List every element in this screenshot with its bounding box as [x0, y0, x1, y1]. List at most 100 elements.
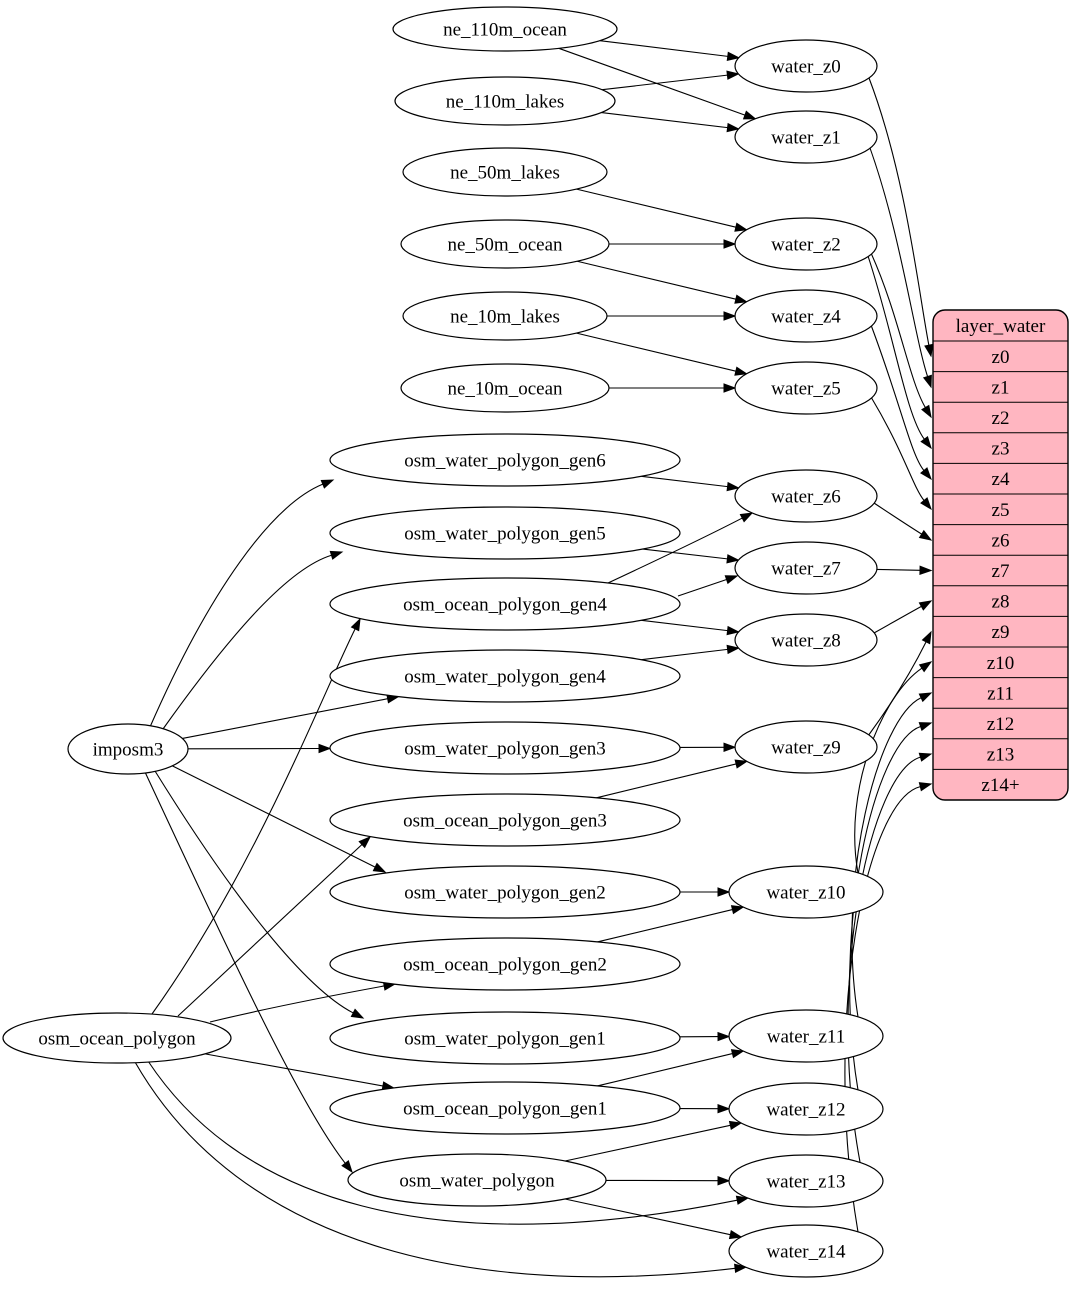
edge-osm_water_polygon_gen1-to-water_z11 [679, 1031, 731, 1042]
edge-line [564, 1198, 731, 1236]
node-osm_ocean_polygon: osm_ocean_polygon [2, 1012, 232, 1064]
arrowhead-icon [734, 759, 749, 769]
node-osm_water_polygon_gen3: osm_water_polygon_gen3 [329, 721, 681, 775]
node-water_z6: water_z6 [734, 469, 878, 523]
node-ellipse [734, 39, 878, 93]
arrowhead-icon [728, 1229, 743, 1240]
node-osm_ocean_polygon_gen4: osm_ocean_polygon_gen4 [329, 577, 681, 631]
edge-line [873, 502, 922, 535]
table-row-z10: z10 [987, 653, 1014, 674]
node-label: water_z14 [766, 1242, 846, 1263]
arrowhead-icon [717, 887, 731, 897]
edge-osm_ocean_polygon_gen1-to-water_z12 [679, 1103, 731, 1114]
node-ne_110m_lakes: ne_110m_lakes [394, 76, 616, 126]
edge-osm_water_polygon_gen2-to-water_z10 [680, 887, 731, 897]
table-row-z6: z6 [992, 530, 1010, 551]
node-label: osm_ocean_polygon_gen4 [403, 595, 607, 616]
arrowhead-icon [717, 1176, 731, 1186]
arrowhead-icon [735, 1195, 750, 1205]
edge-line [597, 909, 733, 943]
node-ellipse [347, 1153, 607, 1207]
node-ne_110m_ocean: ne_110m_ocean [392, 6, 618, 52]
node-water_z2: water_z2 [734, 217, 878, 271]
edge-osm_ocean_polygon-to-water_z13 [147, 1060, 750, 1225]
edge-imposm3-to-osm_water_polygon_gen3 [187, 743, 332, 754]
node-ellipse [728, 1224, 884, 1278]
node-water_z0: water_z0 [734, 39, 878, 93]
edge-line [601, 111, 728, 129]
table-row-z3: z3 [992, 439, 1010, 460]
edge-water_z2-to-layer_water-z2 [870, 252, 932, 419]
table-row-z4: z4 [992, 469, 1010, 490]
edge-ne_10m_lakes-to-water_z4 [607, 311, 737, 321]
edge-osm_water_polygon_gen6-to-water_z6 [641, 475, 740, 492]
arrowhead-icon [920, 467, 932, 481]
edge-line [602, 74, 728, 91]
edge-line [149, 483, 324, 728]
arrowhead-icon [726, 122, 740, 133]
edge-osm_water_polygon-to-water_z13 [605, 1176, 731, 1186]
edge-line [867, 641, 927, 737]
node-label: water_z1 [771, 128, 841, 149]
node-water_z11: water_z11 [728, 1009, 884, 1063]
arrowhead-icon [921, 630, 932, 645]
node-label: water_z4 [771, 307, 841, 328]
node-ellipse [329, 937, 681, 991]
node-water_z13: water_z13 [728, 1154, 884, 1208]
node-ellipse [728, 865, 884, 919]
node-ellipse [394, 76, 616, 126]
edge-line [154, 770, 354, 1014]
edge-water_z7-to-layer_water-z7 [876, 565, 933, 575]
edge-osm_ocean_polygon_gen4-to-water_z6 [607, 512, 754, 584]
arrowhead-icon [350, 1008, 365, 1019]
edge-osm_ocean_polygon-to-osm_ocean_polygon_gen2 [209, 981, 397, 1023]
node-water_z7: water_z7 [734, 541, 878, 595]
edge-water_z9-to-layer_water-z9 [867, 630, 932, 737]
node-ellipse [734, 110, 878, 164]
node-ne_50m_ocean: ne_50m_ocean [400, 219, 610, 269]
edge-line [182, 698, 388, 740]
node-ellipse [329, 577, 681, 631]
table-row-z8: z8 [992, 592, 1010, 613]
arrowhead-icon [918, 600, 933, 611]
edge-osm_water_polygon-to-water_z14 [564, 1198, 743, 1240]
edge-line [642, 548, 728, 560]
node-ellipse [734, 289, 878, 343]
node-osm_ocean_polygon_gen3: osm_ocean_polygon_gen3 [329, 793, 681, 847]
node-label: water_z11 [767, 1027, 845, 1048]
edge-osm_water_polygon-to-water_z12 [564, 1120, 743, 1162]
arrowhead-icon [717, 1103, 731, 1114]
edge-imposm3-to-osm_water_polygon_gen5 [162, 550, 344, 730]
edge-water_z14-to-layer_water-z14+ [844, 782, 933, 1233]
arrowhead-icon [918, 752, 933, 762]
arrowhead-icon [723, 239, 737, 249]
edge-ne_10m_lakes-to-water_z5 [576, 332, 748, 376]
edge-line [172, 765, 376, 868]
node-osm_water_polygon: osm_water_polygon [347, 1153, 607, 1207]
node-ellipse [734, 361, 878, 415]
arrowhead-icon [734, 222, 748, 232]
edge-water_z6-to-layer_water-z6 [873, 502, 933, 541]
edge-osm_water_polygon_gen4-to-water_z8 [641, 644, 740, 661]
edge-imposm3-to-osm_water_polygon_gen6 [149, 479, 335, 728]
node-ellipse [402, 147, 608, 197]
edge-line [151, 628, 356, 1015]
node-osm_water_polygon_gen5: osm_water_polygon_gen5 [329, 506, 681, 560]
node-label: osm_water_polygon [399, 1171, 555, 1192]
edge-line [599, 40, 728, 57]
arrowhead-icon [724, 575, 739, 585]
arrowhead-icon [920, 497, 932, 511]
node-label: water_z6 [771, 487, 841, 508]
edge-water_z1-to-layer_water-z1 [869, 147, 932, 389]
edge-line [677, 579, 727, 597]
node-ellipse [67, 723, 189, 775]
edge-osm_ocean_polygon-to-osm_ocean_polygon_gen3 [177, 835, 372, 1017]
node-label: water_z0 [771, 57, 841, 78]
edge-line [597, 1053, 733, 1087]
table-row-z0: z0 [992, 347, 1010, 368]
edges-layer [134, 40, 934, 1278]
node-label: ne_110m_lakes [446, 92, 565, 113]
edge-ne_110m_lakes-to-water_z1 [601, 111, 740, 133]
